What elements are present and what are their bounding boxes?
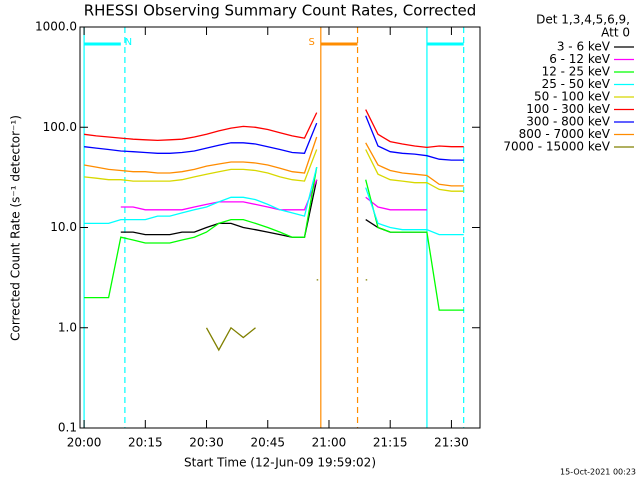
x-tick-label: 21:00 (312, 436, 347, 450)
y-tick-label: 10.0 (50, 220, 77, 234)
series-line (84, 166, 464, 236)
legend-title: Att 0 (601, 26, 630, 40)
legend-label: 50 - 100 keV (534, 90, 611, 104)
legend-label: 12 - 25 keV (542, 65, 611, 79)
x-tick-label: 20:45 (250, 436, 285, 450)
legend-label: 6 - 12 keV (549, 52, 611, 66)
series-line (84, 166, 464, 311)
footer: 15-Oct-2021 00:23 (560, 468, 636, 477)
legend-label: 7000 - 15000 keV (503, 140, 610, 154)
series-line (84, 149, 464, 192)
legend-label: 800 - 7000 keV (519, 127, 611, 141)
y-tick-label: 0.1 (58, 421, 77, 435)
legend-label: 300 - 800 keV (526, 115, 610, 129)
y-axis-label: Corrected Count Rate (s⁻¹ detector⁻¹) (9, 115, 23, 341)
series-line (84, 109, 464, 149)
x-tick-label: 20:15 (128, 436, 163, 450)
y-tick-label: 100.0 (43, 120, 77, 134)
y-tick-label: 1000.0 (35, 20, 77, 34)
legend-label: 100 - 300 keV (526, 102, 610, 116)
x-tick-label: 21:15 (373, 436, 408, 450)
plot-frame (79, 26, 481, 429)
chart-title: RHESSI Observing Summary Count Rates, Co… (84, 2, 477, 20)
y-tick-label: 1.0 (58, 320, 77, 334)
x-tick-label: 20:30 (189, 436, 224, 450)
series-line (84, 115, 464, 161)
legend-label: 3 - 6 keV (557, 40, 611, 54)
legend-label: 25 - 50 keV (542, 77, 611, 91)
x-tick-label: 20:00 (67, 436, 102, 450)
x-tick-label: 21:30 (434, 436, 469, 450)
series-line (83, 136, 464, 187)
flag-label: S (308, 37, 314, 48)
series-line (205, 279, 368, 352)
legend-title: Det 1,3,4,5,6,9, (536, 13, 630, 27)
x-axis-label: Start Time (12-Jun-09 19:59:02) (184, 456, 376, 470)
flag-label: N (125, 37, 132, 48)
series-line (120, 179, 427, 211)
